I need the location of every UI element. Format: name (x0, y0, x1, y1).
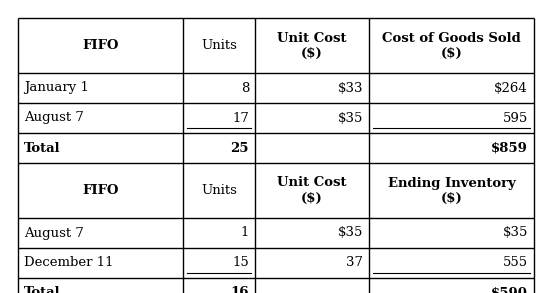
Text: 1: 1 (240, 226, 249, 239)
Text: FIFO: FIFO (82, 184, 119, 197)
Text: $33: $33 (337, 81, 363, 95)
Text: August 7: August 7 (24, 226, 84, 239)
Text: 555: 555 (503, 256, 528, 270)
Text: 37: 37 (346, 256, 363, 270)
Text: August 7: August 7 (24, 112, 84, 125)
Text: $35: $35 (337, 112, 363, 125)
Text: 595: 595 (503, 112, 528, 125)
Text: Cost of Goods Sold
($): Cost of Goods Sold ($) (382, 32, 521, 59)
Text: 25: 25 (231, 142, 249, 154)
Text: $35: $35 (503, 226, 528, 239)
Text: $264: $264 (494, 81, 528, 95)
Text: 8: 8 (240, 81, 249, 95)
Text: Units: Units (201, 184, 237, 197)
Text: Total: Total (24, 287, 60, 293)
Text: December 11: December 11 (24, 256, 114, 270)
Text: January 1: January 1 (24, 81, 89, 95)
Text: 15: 15 (232, 256, 249, 270)
Text: $859: $859 (491, 142, 528, 154)
Text: Total: Total (24, 142, 60, 154)
Text: $590: $590 (491, 287, 528, 293)
Text: Ending Inventory
($): Ending Inventory ($) (388, 176, 515, 205)
Text: 16: 16 (231, 287, 249, 293)
Text: Unit Cost
($): Unit Cost ($) (277, 176, 347, 205)
Text: 17: 17 (232, 112, 249, 125)
Text: Units: Units (201, 39, 237, 52)
Text: FIFO: FIFO (82, 39, 119, 52)
Text: $35: $35 (337, 226, 363, 239)
Text: Unit Cost
($): Unit Cost ($) (277, 32, 347, 59)
